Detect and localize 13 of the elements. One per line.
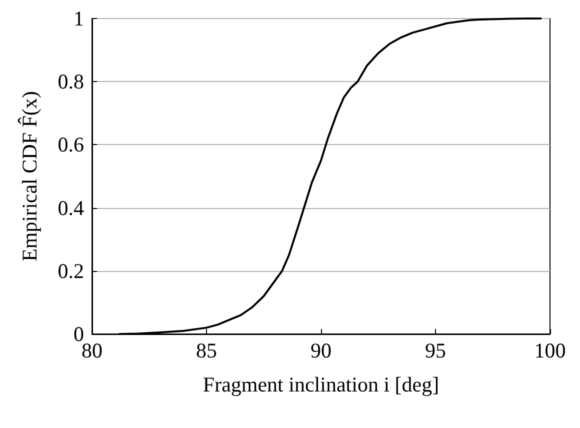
y-tick-label: 0 [74, 322, 84, 346]
x-tick-label: 85 [196, 338, 217, 362]
y-tick-label: 0.4 [58, 196, 84, 220]
x-axis-title: Fragment inclination i [deg] [202, 372, 440, 396]
y-axis-title: Empirical CDF F̂(x) [17, 91, 42, 262]
y-tick-label: 0.6 [58, 132, 84, 157]
y-tick-label: 1 [74, 6, 84, 30]
x-tick-label: 95 [425, 338, 446, 362]
x-tick-label: 100 [534, 338, 566, 362]
x-tick-label: 90 [310, 338, 332, 362]
y-tick-label: 0.8 [58, 70, 84, 94]
y-tick-label: 0.2 [58, 258, 84, 283]
x-tick-label: 80 [82, 338, 102, 362]
